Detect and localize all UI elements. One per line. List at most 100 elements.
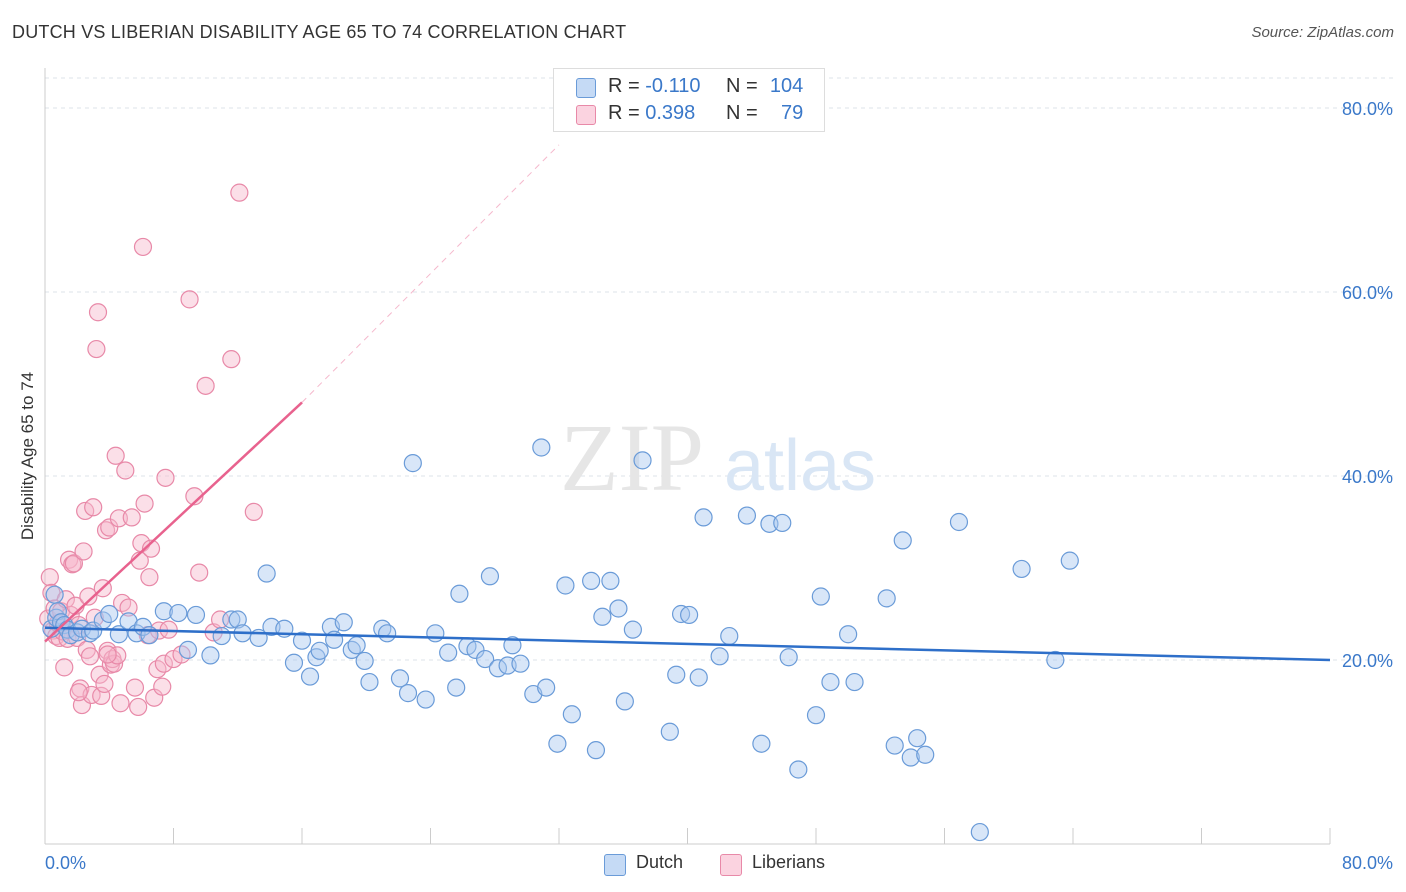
- liberian-point-30: [87, 339, 106, 359]
- dutch-point-95: [877, 589, 896, 608]
- dutch-point-55: [466, 640, 485, 659]
- dutch-point-70: [593, 607, 612, 626]
- liberian-point-53: [133, 237, 153, 257]
- dutch-point-46: [390, 669, 410, 688]
- dutch-point-52: [447, 678, 466, 697]
- liberian-point-25: [79, 587, 98, 606]
- dutch-point-20: [169, 603, 188, 623]
- legend-label-liberians: Liberians: [752, 852, 826, 872]
- watermark-zip: ZIP: [560, 404, 704, 511]
- dutch-point-72: [609, 599, 628, 618]
- legend-liberian-n-value: 79: [781, 102, 804, 124]
- liberian-point-70: [196, 376, 215, 395]
- dutch-point-93: [839, 625, 858, 644]
- liberian-point-42: [106, 446, 125, 465]
- dutch-point-99: [908, 729, 927, 748]
- liberian-point-32: [90, 665, 109, 684]
- dutch-point-50: [426, 624, 445, 643]
- dutch-point-96: [885, 736, 904, 755]
- dutch-point-41: [347, 636, 366, 655]
- dutch-point-4: [51, 613, 71, 632]
- dutch-point-82: [710, 647, 729, 666]
- dutch-point-39: [334, 613, 353, 632]
- x-tick-label-min: 0.0%: [45, 853, 86, 873]
- liberian-point-78: [69, 683, 88, 702]
- tick-labels: 20.0% 40.0% 60.0% 80.0% 0.0% 80.0%: [45, 99, 1393, 873]
- liberian-point-76: [111, 694, 130, 713]
- dutch-point-74: [623, 620, 642, 639]
- legend-swatch-dutch-bottom: [604, 854, 626, 876]
- dutch-point-68: [582, 571, 601, 590]
- dutch-point-19: [154, 602, 173, 621]
- dutch-point-45: [378, 624, 397, 643]
- axes: [44, 68, 1331, 845]
- liberian-point-63: [156, 468, 175, 487]
- dutch-point-63: [532, 438, 551, 457]
- dutch-point-61: [511, 654, 530, 673]
- liberian-point-47: [119, 598, 138, 617]
- dutch-point-33: [292, 631, 312, 650]
- dutch-point-103: [1012, 559, 1031, 579]
- liberian-point-22: [74, 542, 93, 561]
- dutch-point-26: [228, 610, 247, 629]
- dutch-point-47: [398, 684, 418, 703]
- legend-dutch-r-value: -0.110: [645, 75, 701, 97]
- dutch-point-65: [548, 734, 567, 753]
- y-tick-label-20: 20.0%: [1342, 651, 1393, 671]
- dutch-point-25: [222, 610, 241, 629]
- dutch-point-89: [789, 760, 808, 779]
- liberian-point-74: [230, 183, 249, 202]
- dutch-point-80: [689, 668, 708, 687]
- dutch-point-1: [45, 585, 64, 604]
- y-tick-label-80: 80.0%: [1342, 99, 1393, 119]
- dutch-point-81: [694, 508, 713, 527]
- liberian-point-46: [116, 461, 135, 480]
- liberian-point-73: [222, 350, 241, 369]
- dutch-point-69: [586, 741, 606, 760]
- stats-legend: R = -0.110 N = 104 R = 0.398 N = 79: [553, 68, 825, 132]
- dutch-point-101: [949, 512, 969, 532]
- dutch-point-43: [360, 672, 379, 692]
- chart-title: DUTCH VS LIBERIAN DISABILITY AGE 65 TO 7…: [12, 22, 627, 42]
- liberian-point-26: [80, 647, 100, 666]
- gridlines: [45, 77, 1393, 661]
- dutch-point-105: [1060, 551, 1079, 570]
- watermark: ZIP atlas: [560, 404, 876, 511]
- dutch-point-57: [480, 567, 500, 586]
- dutch-point-42: [355, 651, 374, 671]
- legend-liberian-n-label: N =: [726, 102, 758, 124]
- dutch-point-98: [901, 748, 920, 767]
- dutch-point-49: [416, 690, 435, 709]
- dutch-point-71: [601, 571, 620, 590]
- dutch-point-32: [284, 653, 304, 672]
- liberian-trend-extension: [301, 144, 560, 403]
- legend-liberian-r-value: 0.398: [645, 102, 696, 124]
- liberian-point-48: [122, 508, 141, 527]
- liberian-point-57: [141, 539, 161, 558]
- liberian-point-44: [109, 509, 128, 528]
- dutch-point-100: [916, 745, 935, 764]
- legend-swatch-liberian: [576, 105, 596, 125]
- liberian-point-43: [108, 646, 127, 665]
- watermark-atlas: atlas: [724, 426, 876, 506]
- dutch-trend-line: [44, 626, 1331, 662]
- source-label: Source: ZipAtlas.com: [1251, 24, 1394, 41]
- dutch-point-86: [760, 514, 779, 533]
- dutch-point-73: [615, 692, 634, 711]
- dutch-point-51: [439, 643, 458, 662]
- dutch-point-53: [450, 584, 469, 603]
- liberian-point-67: [180, 290, 199, 309]
- liberian-point-77: [98, 645, 117, 664]
- liberian-point-38: [100, 518, 119, 537]
- dutch-point-91: [811, 587, 830, 606]
- liberian-point-15: [63, 555, 82, 574]
- dutch-point-36: [310, 641, 329, 660]
- liberian-point-61: [153, 677, 172, 696]
- legend-swatch-dutch: [576, 78, 596, 98]
- liberian-point-28: [84, 498, 103, 517]
- liberian-point-69: [190, 563, 209, 582]
- dutch-point-29: [257, 564, 276, 583]
- dutch-point-102: [970, 822, 989, 842]
- y-tick-label-60: 60.0%: [1342, 283, 1393, 303]
